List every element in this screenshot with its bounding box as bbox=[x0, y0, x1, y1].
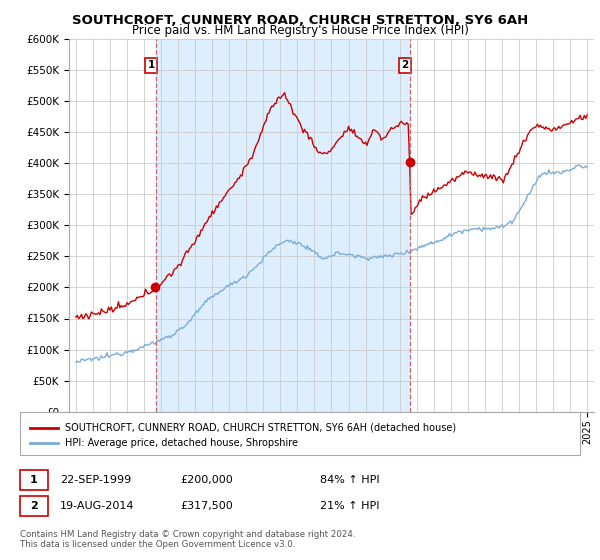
Text: 21% ↑ HPI: 21% ↑ HPI bbox=[320, 501, 380, 511]
Text: SOUTHCROFT, CUNNERY ROAD, CHURCH STRETTON, SY6 6AH (detached house): SOUTHCROFT, CUNNERY ROAD, CHURCH STRETTO… bbox=[65, 423, 456, 433]
Bar bbox=[20, 496, 48, 516]
Text: 1: 1 bbox=[148, 60, 155, 70]
Text: 84% ↑ HPI: 84% ↑ HPI bbox=[320, 475, 380, 485]
Bar bbox=[20, 412, 580, 455]
Text: 2: 2 bbox=[30, 501, 38, 511]
Text: £200,000: £200,000 bbox=[180, 475, 233, 485]
Text: 2: 2 bbox=[401, 60, 409, 70]
Text: 19-AUG-2014: 19-AUG-2014 bbox=[60, 501, 134, 511]
Text: 22-SEP-1999: 22-SEP-1999 bbox=[60, 475, 131, 485]
Text: Price paid vs. HM Land Registry's House Price Index (HPI): Price paid vs. HM Land Registry's House … bbox=[131, 24, 469, 37]
Text: SOUTHCROFT, CUNNERY ROAD, CHURCH STRETTON, SY6 6AH: SOUTHCROFT, CUNNERY ROAD, CHURCH STRETTO… bbox=[72, 14, 528, 27]
Bar bbox=[20, 470, 48, 490]
Text: Contains HM Land Registry data © Crown copyright and database right 2024.
This d: Contains HM Land Registry data © Crown c… bbox=[20, 530, 355, 549]
Text: HPI: Average price, detached house, Shropshire: HPI: Average price, detached house, Shro… bbox=[65, 438, 298, 448]
Bar bbox=[156, 39, 410, 412]
Text: 1: 1 bbox=[30, 475, 38, 485]
Text: £317,500: £317,500 bbox=[180, 501, 233, 511]
